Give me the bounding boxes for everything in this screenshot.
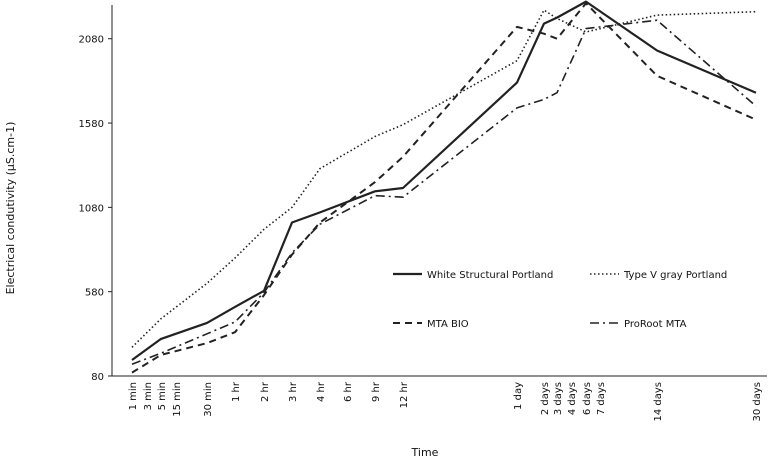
x-tick-label: 3 min (143, 382, 154, 410)
x-tick-label: 12 hr (399, 381, 410, 408)
y-tick-label: 1080 (79, 203, 104, 214)
x-tick-label: 3 hr (288, 381, 299, 402)
x-tick-label: 6 hr (343, 381, 354, 402)
series-line-4 (131, 19, 757, 365)
x-tick-label: 9 hr (371, 381, 382, 402)
y-tick-label: 80 (91, 372, 104, 383)
series-line-3 (131, 2, 757, 374)
x-tick-label: 1 hr (231, 381, 242, 402)
x-tick-label: 1 min (128, 382, 139, 410)
x-tick-label: 2 days (540, 382, 551, 415)
x-tick-label: 1 day (513, 382, 524, 410)
x-tick-label: 14 days (653, 382, 664, 422)
series-line-1 (131, 0, 757, 361)
y-tick-label: 580 (85, 288, 104, 299)
x-tick-label: 4 days (567, 382, 578, 415)
y-tick-label: 1580 (79, 119, 104, 130)
legend-label: MTA BIO (427, 319, 469, 330)
x-tick-label: 7 days (596, 382, 607, 415)
x-tick-label: 15 min (172, 382, 183, 417)
series-line-2 (131, 9, 757, 348)
legend: White Structural Portland Type V gray Por… (393, 270, 727, 330)
legend-label: ProRoot MTA (624, 319, 687, 330)
y-axis: 80 580 1080 1580 2080 (79, 5, 113, 383)
series-lines (131, 0, 757, 374)
x-axis: 1 min 3 min 5 min 15 min 30 min 1 hr 2 hr 3 hr 4… (112, 375, 767, 422)
y-axis-label: Electrical condutivity (µS.cm-1) (4, 122, 17, 295)
legend-label: Type V gray Portland (623, 270, 727, 281)
x-tick-label: 3 days (553, 382, 564, 415)
x-tick-label: 5 min (157, 382, 168, 410)
legend-label: White Structural Portland (427, 270, 553, 281)
x-tick-label: 30 days (752, 382, 763, 422)
x-tick-label: 2 hr (260, 381, 271, 402)
x-axis-label: Time (411, 446, 439, 458)
x-tick-label: 30 min (203, 382, 214, 417)
x-tick-label: 6 days (582, 382, 593, 415)
y-tick-label: 2080 (79, 35, 104, 46)
x-tick-label: 4 hr (316, 381, 327, 402)
